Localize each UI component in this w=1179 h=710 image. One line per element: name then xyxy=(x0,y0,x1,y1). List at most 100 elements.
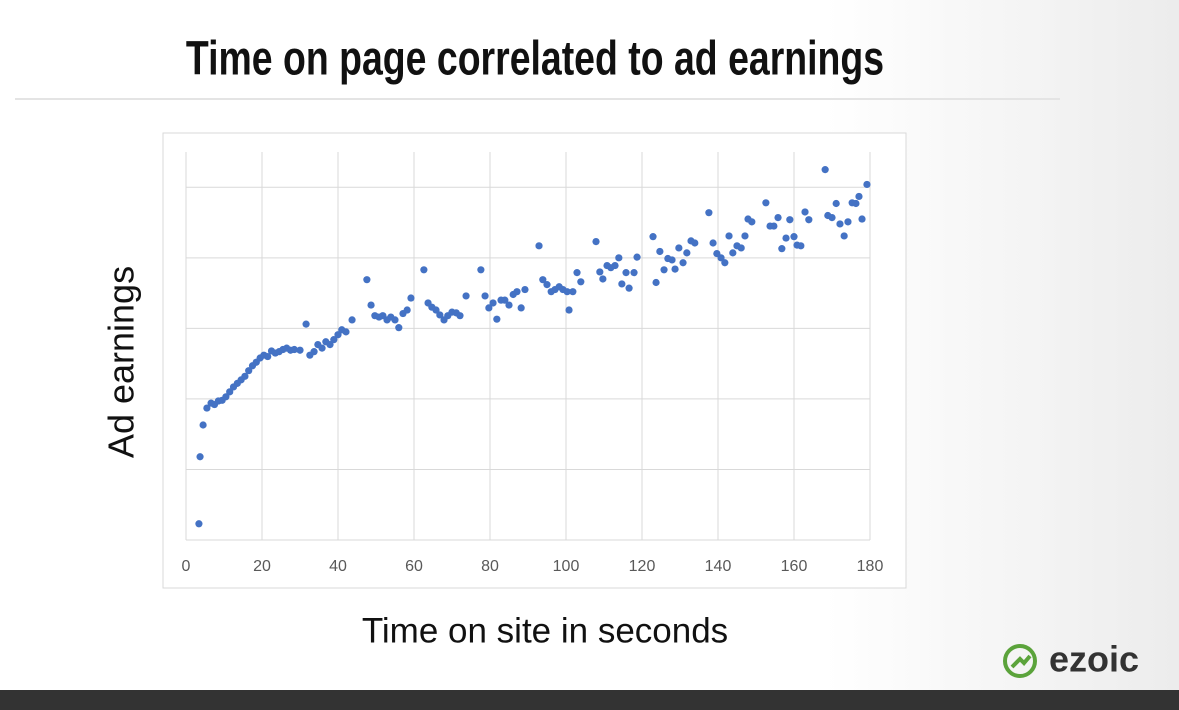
data-point xyxy=(363,276,371,284)
data-point xyxy=(456,312,464,320)
data-point xyxy=(786,216,794,224)
data-point xyxy=(391,316,399,324)
data-point xyxy=(203,404,211,412)
data-point xyxy=(241,372,249,380)
data-point xyxy=(481,292,489,300)
data-point xyxy=(226,388,234,396)
x-tick-label: 40 xyxy=(329,558,347,575)
data-point xyxy=(679,259,687,267)
data-point xyxy=(855,192,863,201)
data-point xyxy=(797,242,805,250)
data-point xyxy=(493,315,501,323)
data-point xyxy=(611,261,619,270)
x-tick-label: 180 xyxy=(857,558,884,575)
data-point xyxy=(436,311,444,319)
data-point xyxy=(691,239,699,247)
x-tick-label: 100 xyxy=(553,558,580,575)
data-point xyxy=(565,306,573,314)
data-point xyxy=(407,294,415,302)
data-point xyxy=(683,249,691,257)
data-point xyxy=(596,268,604,276)
x-tick-label: 20 xyxy=(253,558,271,575)
data-point xyxy=(513,288,521,296)
data-point xyxy=(778,245,786,253)
data-point xyxy=(539,276,547,284)
data-point xyxy=(805,216,813,224)
data-point xyxy=(821,166,829,174)
slide-title: Time on page correlated to ad earnings xyxy=(186,32,884,86)
data-point xyxy=(668,256,676,264)
data-point xyxy=(573,269,581,277)
chart-frame xyxy=(162,132,907,589)
x-tick-label: 0 xyxy=(182,558,191,575)
data-point xyxy=(652,278,660,287)
brand-logo: ezoic xyxy=(1003,639,1139,680)
data-point xyxy=(671,265,679,273)
data-point xyxy=(852,199,860,208)
x-tick-label: 80 xyxy=(481,558,499,575)
data-point xyxy=(660,266,668,274)
data-point xyxy=(264,352,272,361)
data-point xyxy=(326,340,334,349)
data-point xyxy=(420,266,428,274)
data-point xyxy=(563,288,571,296)
data-point xyxy=(649,233,657,241)
data-point xyxy=(477,266,485,274)
data-point xyxy=(367,301,375,309)
data-point xyxy=(762,199,770,207)
data-point xyxy=(709,239,717,247)
y-axis-label: Ad earnings xyxy=(101,266,142,458)
data-point xyxy=(717,254,725,262)
data-point xyxy=(625,284,633,292)
data-point xyxy=(222,393,230,401)
data-point xyxy=(737,244,745,252)
x-tick-label: 160 xyxy=(781,558,808,575)
data-point xyxy=(790,233,798,241)
data-point xyxy=(395,324,403,332)
data-point xyxy=(462,292,470,300)
data-point xyxy=(705,209,713,217)
data-point xyxy=(774,214,782,222)
data-point xyxy=(729,249,737,257)
data-point xyxy=(858,215,866,223)
data-point xyxy=(318,344,326,352)
data-point xyxy=(828,214,836,222)
data-point xyxy=(245,367,253,375)
data-point xyxy=(505,301,513,309)
data-point xyxy=(310,348,318,356)
data-point xyxy=(569,288,577,296)
data-point xyxy=(633,253,641,261)
logo-arrow xyxy=(1010,654,1032,669)
data-point xyxy=(485,304,493,312)
data-point xyxy=(577,278,585,286)
data-point xyxy=(656,247,664,256)
data-point xyxy=(535,242,543,250)
data-point xyxy=(741,232,749,240)
data-point xyxy=(348,316,356,324)
data-point xyxy=(836,220,844,228)
data-point xyxy=(199,421,207,429)
data-point xyxy=(296,346,304,354)
data-point xyxy=(725,232,733,240)
data-point xyxy=(675,244,683,252)
data-point xyxy=(501,296,509,304)
data-point xyxy=(521,285,529,294)
brand-name: ezoic xyxy=(1049,639,1139,680)
data-point xyxy=(489,299,497,307)
data-point xyxy=(622,269,630,277)
x-axis-label: Time on site in seconds xyxy=(362,611,728,650)
data-point xyxy=(517,304,525,312)
x-tick-label: 60 xyxy=(405,558,423,575)
data-point xyxy=(618,280,626,288)
data-point xyxy=(302,320,310,328)
data-point xyxy=(615,254,623,262)
data-point xyxy=(432,306,440,314)
data-point xyxy=(196,453,204,461)
data-point xyxy=(342,328,350,336)
data-point xyxy=(290,345,298,354)
data-point xyxy=(770,222,778,230)
x-tick-label: 120 xyxy=(629,558,656,575)
plot: 0 20 40 60 80 100 120 140 160 180 xyxy=(182,152,884,575)
data-point xyxy=(832,199,840,208)
data-point xyxy=(330,336,338,344)
